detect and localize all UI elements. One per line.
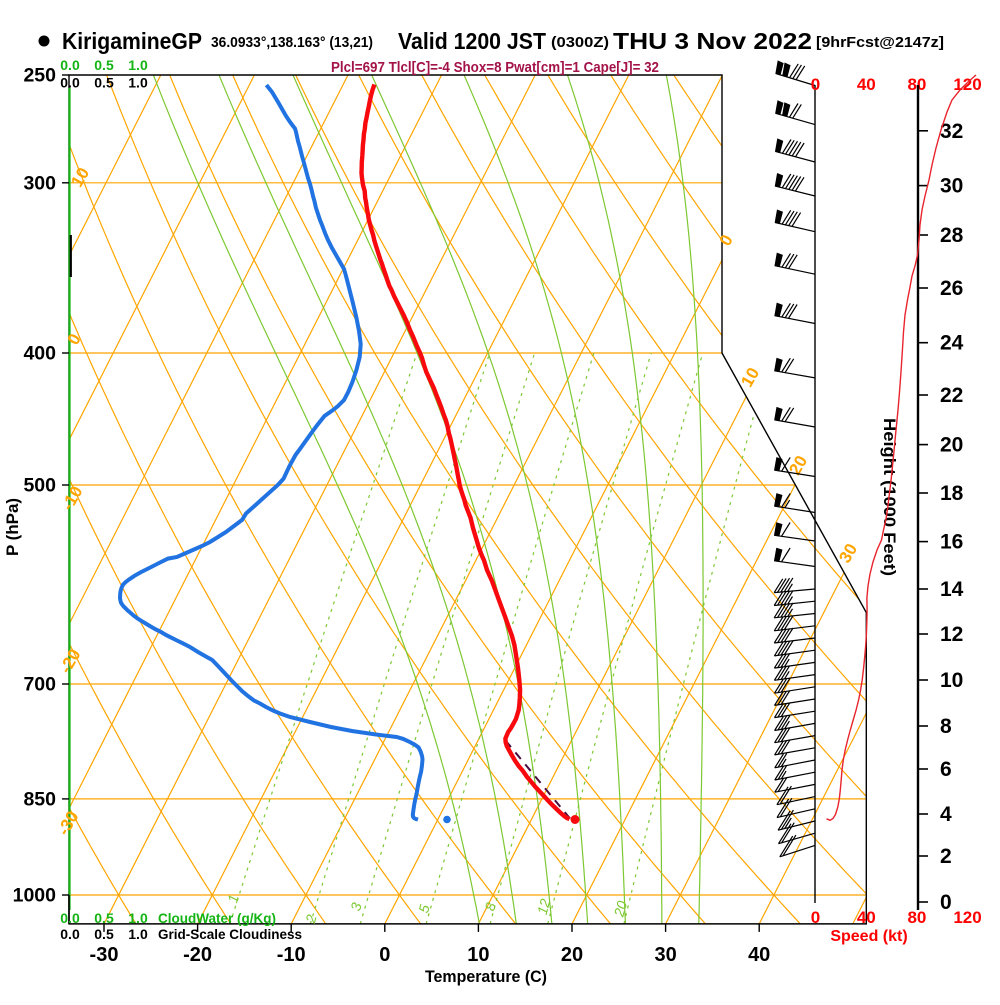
svg-text:2: 2 (940, 845, 952, 868)
svg-text:0: 0 (379, 944, 390, 966)
svg-text:10: 10 (467, 944, 489, 966)
svg-text:18: 18 (940, 482, 964, 505)
svg-text:1.0: 1.0 (128, 910, 148, 926)
svg-text:28: 28 (940, 224, 964, 247)
svg-text:P (hPa): P (hPa) (4, 498, 22, 556)
svg-text:26: 26 (940, 277, 963, 300)
svg-text:Valid 1200 JST: Valid 1200 JST (398, 28, 546, 54)
svg-text:24: 24 (940, 332, 964, 355)
svg-text:400: 400 (23, 343, 56, 365)
svg-text:120: 120 (953, 75, 981, 94)
svg-text:-30: -30 (90, 944, 119, 966)
svg-text:5: 5 (415, 903, 433, 915)
svg-text:0.5: 0.5 (94, 57, 114, 73)
svg-text:700: 700 (23, 674, 56, 696)
svg-text:0.0: 0.0 (60, 910, 80, 926)
svg-text:10: 10 (940, 669, 963, 692)
svg-text:20: 20 (940, 434, 963, 457)
svg-text:0.0: 0.0 (60, 926, 80, 942)
svg-text:40: 40 (857, 75, 876, 94)
svg-text:(0300Z): (0300Z) (551, 34, 609, 51)
svg-text:-10: -10 (277, 944, 306, 966)
svg-text:0.5: 0.5 (94, 75, 114, 91)
svg-text:8: 8 (940, 715, 952, 738)
svg-text:14: 14 (940, 578, 964, 601)
svg-text:1.0: 1.0 (128, 75, 148, 91)
svg-text:0: 0 (811, 908, 820, 927)
svg-text:500: 500 (23, 475, 56, 497)
svg-text:0.5: 0.5 (94, 910, 114, 926)
svg-text:40: 40 (857, 908, 876, 927)
svg-text:16: 16 (940, 531, 963, 554)
svg-text:[9hrFcst@2147z]: [9hrFcst@2147z] (816, 34, 944, 51)
svg-text:12: 12 (534, 897, 554, 916)
svg-text:1.0: 1.0 (128, 926, 148, 942)
svg-text:CloudWater (g/Kg): CloudWater (g/Kg) (158, 911, 276, 926)
svg-text:-20: -20 (183, 944, 212, 966)
svg-text:Plcl=697 Tlcl[C]=-4 Shox=8 Pwa: Plcl=697 Tlcl[C]=-4 Shox=8 Pwat[cm]=1 Ca… (331, 59, 659, 76)
svg-text:80: 80 (907, 75, 926, 94)
svg-text:36.0933°,138.163° (13,21): 36.0933°,138.163° (13,21) (211, 34, 373, 51)
svg-text:300: 300 (23, 172, 56, 194)
svg-text:20: 20 (561, 944, 583, 966)
svg-text:0: 0 (811, 75, 820, 94)
svg-text:0: 0 (940, 891, 952, 914)
svg-text:20: 20 (610, 899, 630, 919)
svg-text:3: 3 (347, 901, 365, 913)
svg-text:2: 2 (302, 913, 320, 926)
svg-text:8: 8 (481, 901, 499, 913)
svg-text:22: 22 (940, 384, 963, 407)
svg-text:1.0: 1.0 (128, 57, 148, 73)
svg-text:40: 40 (748, 944, 770, 966)
svg-text:6: 6 (940, 758, 952, 781)
svg-text:250: 250 (23, 65, 56, 87)
svg-text:Temperature (C): Temperature (C) (425, 967, 547, 986)
svg-text:1: 1 (224, 893, 241, 905)
svg-text:850: 850 (23, 788, 56, 810)
svg-text:80: 80 (907, 908, 926, 927)
svg-text:12: 12 (940, 623, 963, 646)
svg-text:THU 3 Nov 2022: THU 3 Nov 2022 (613, 28, 812, 54)
svg-text:4: 4 (940, 803, 952, 826)
svg-text:Grid-Scale Cloudiness: Grid-Scale Cloudiness (158, 927, 302, 942)
svg-text:1000: 1000 (13, 885, 57, 907)
svg-text:0.0: 0.0 (60, 75, 80, 91)
svg-text:30: 30 (654, 944, 676, 966)
svg-text:0.0: 0.0 (60, 57, 80, 73)
svg-text:KirigamineGP: KirigamineGP (62, 28, 202, 54)
svg-text:0.5: 0.5 (94, 926, 114, 942)
svg-text:32: 32 (940, 120, 963, 143)
svg-text:30: 30 (940, 175, 963, 198)
svg-text:120: 120 (953, 908, 981, 927)
svg-text:Speed (kt): Speed (kt) (830, 928, 907, 945)
